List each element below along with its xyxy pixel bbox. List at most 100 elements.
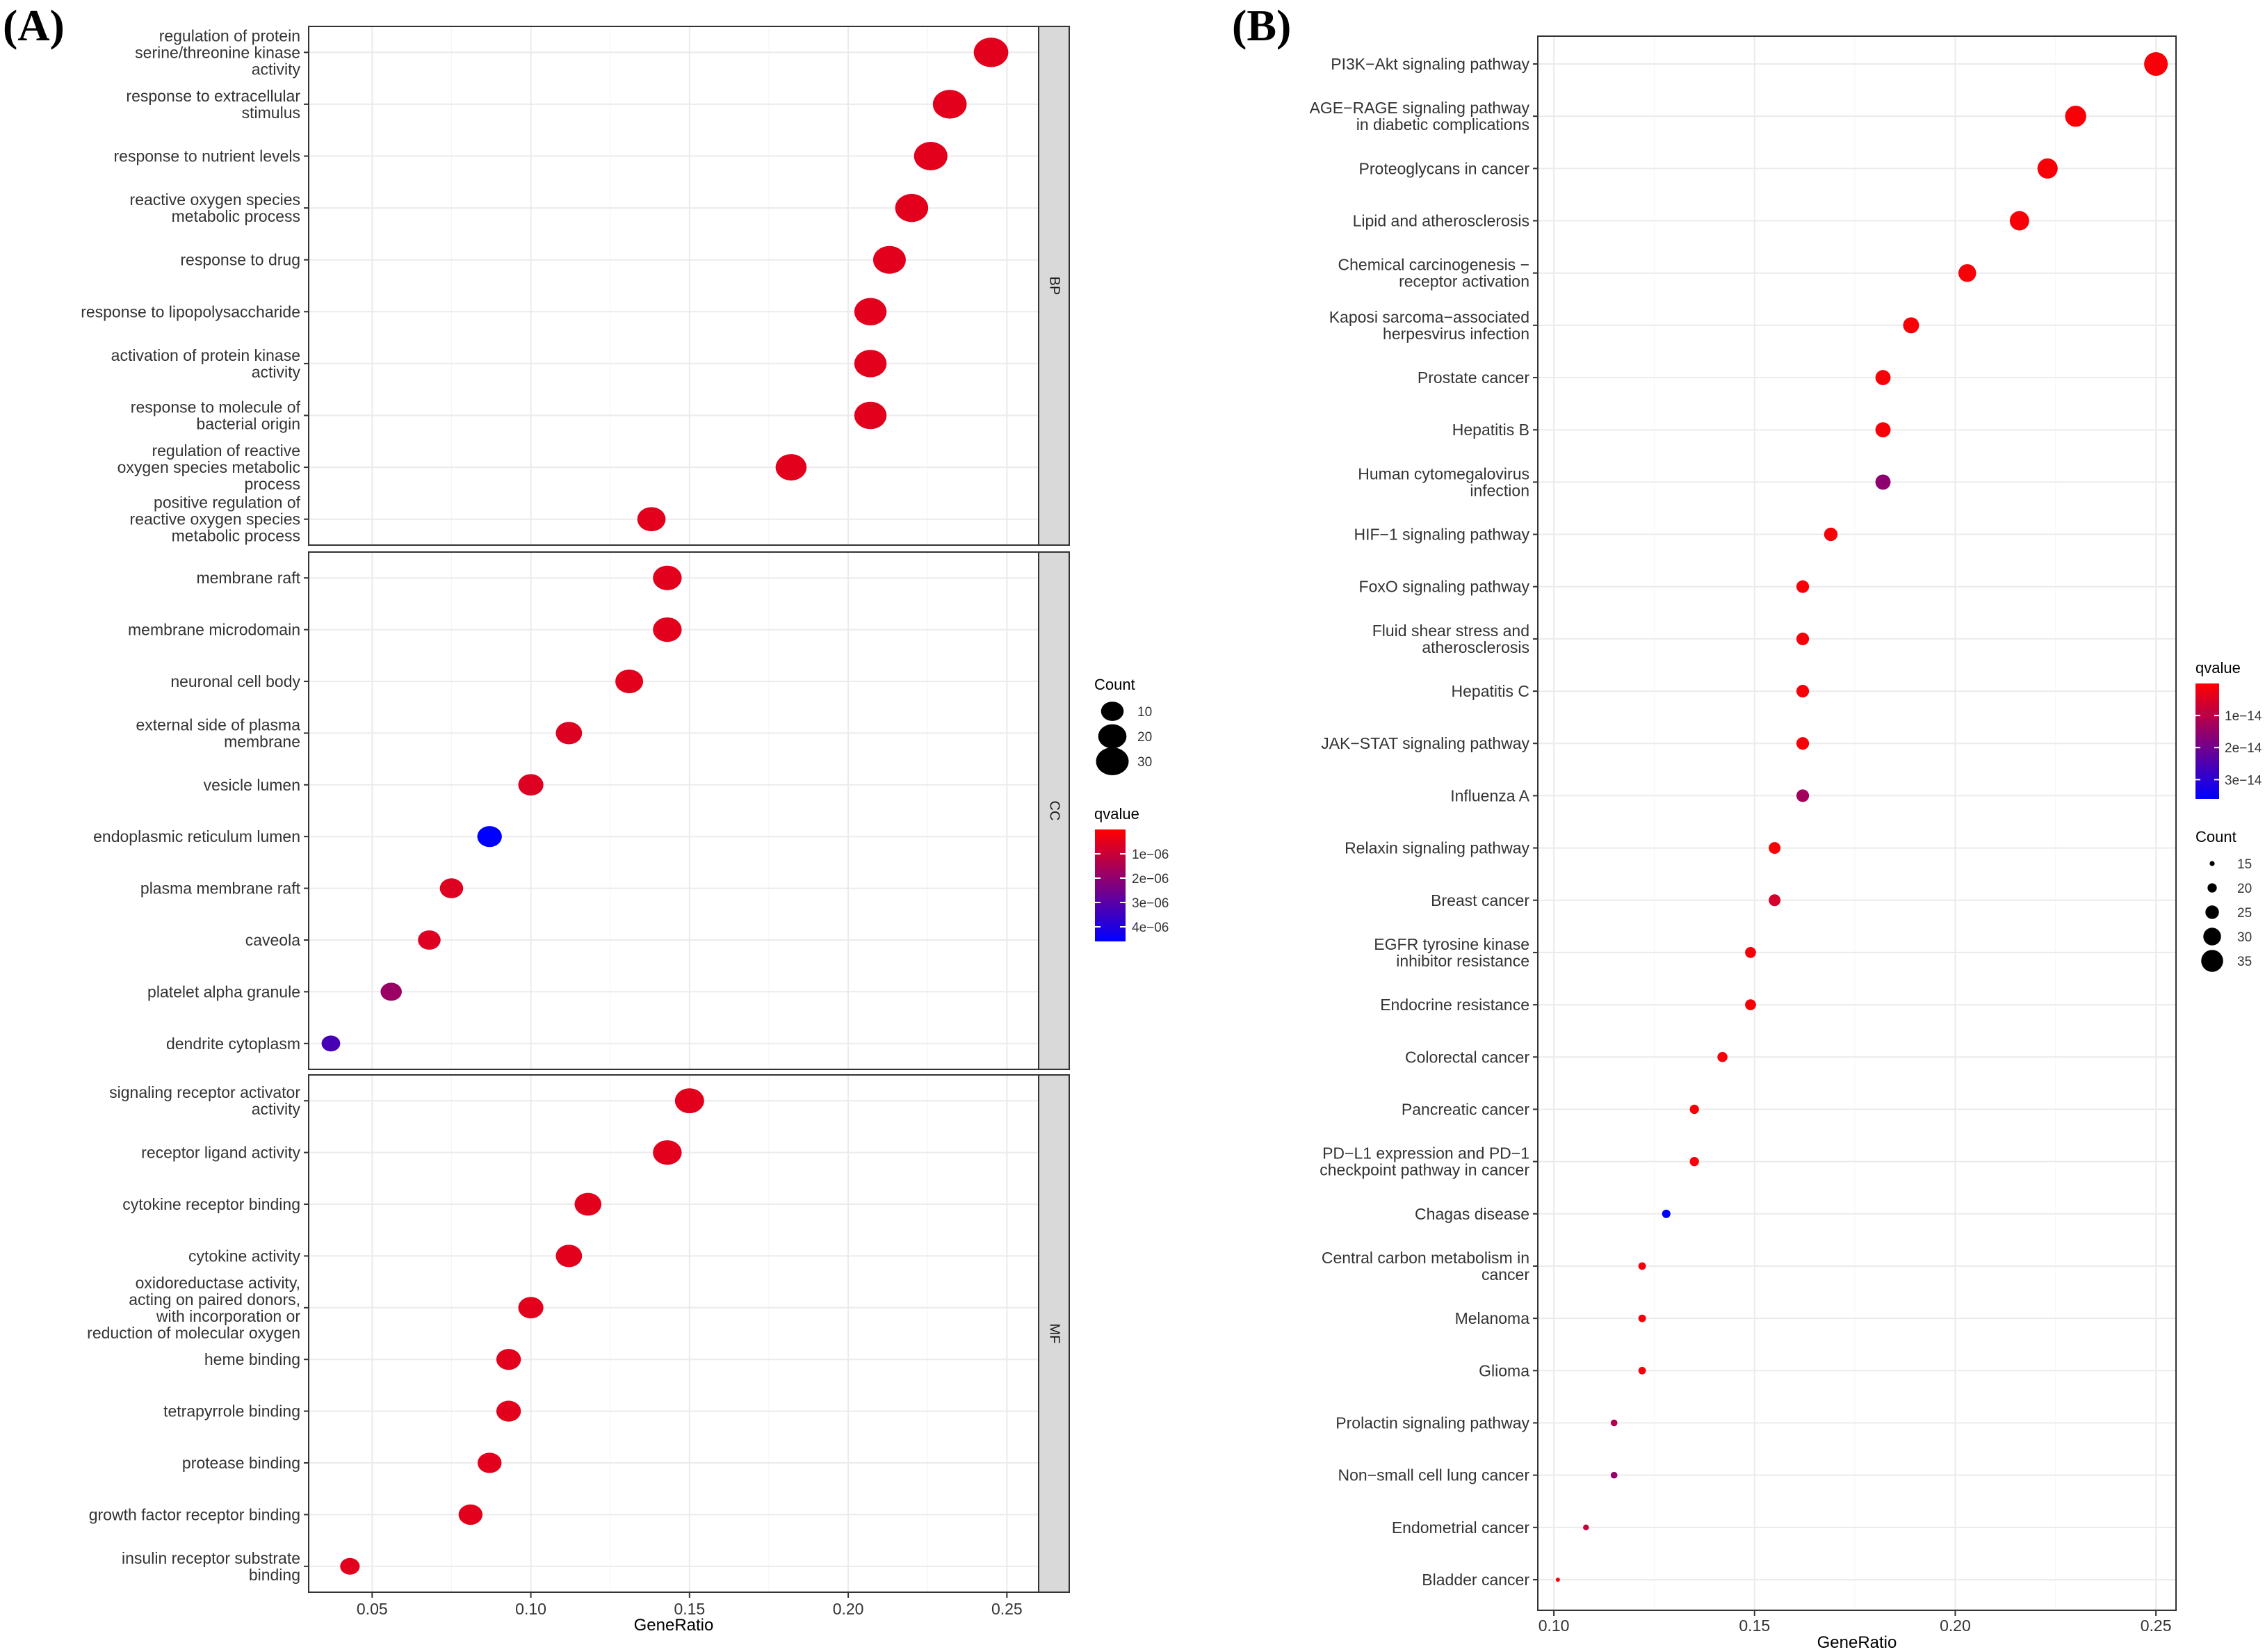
term-label-cc-7: caveola: [245, 931, 300, 949]
dot-kegg-15: [1769, 842, 1781, 855]
qvalue-legend-title: qvalue: [2195, 659, 2241, 677]
dot-kegg-23: [1638, 1262, 1646, 1270]
term-label-kegg-4: Chemical carcinogenesis − receptor activa…: [1338, 256, 1530, 291]
facet-BP-background: [309, 26, 1039, 545]
dot-bp-4: [872, 245, 906, 274]
term-label-bp-3: reactive oxygen species metabolic process: [130, 191, 300, 225]
dot-kegg-0: [2144, 52, 2168, 76]
term-label-mf-4: oxidoreductase activity, acting on paired…: [87, 1274, 300, 1342]
count-legend-label: 15: [2237, 857, 2252, 872]
dot-mf-8: [458, 1504, 483, 1525]
qvalue-tick-label: 3e−14: [2225, 773, 2262, 788]
term-label-bp-9: positive regulation of reactive oxygen sp…: [130, 494, 301, 545]
count-legend-label: 35: [2237, 955, 2252, 969]
term-label-kegg-1: AGE−RAGE signaling pathway in diabetic co…: [1310, 99, 1530, 133]
term-label-kegg-6: Prostate cancer: [1418, 369, 1529, 387]
term-label-kegg-17: EGFR tyrosine kinase inhibitor resistance: [1374, 935, 1529, 970]
term-label-kegg-0: PI3K−Akt signaling pathway: [1331, 55, 1529, 73]
dot-kegg-4: [1958, 264, 1976, 282]
term-label-kegg-22: Chagas disease: [1415, 1205, 1529, 1223]
term-label-mf-2: cytokine receptor binding: [122, 1195, 300, 1213]
qvalue-colorbar: [1095, 829, 1126, 941]
dot-bp-3: [895, 193, 929, 222]
x-tick-label: 0.25: [991, 1600, 1023, 1618]
count-legend-dot: [1101, 702, 1124, 721]
term-label-bp-4: response to drug: [180, 251, 300, 269]
count-legend-label: 20: [2237, 882, 2252, 896]
term-label-kegg-3: Lipid and atherosclerosis: [1353, 212, 1529, 230]
term-label-kegg-13: JAK−STAT signaling pathway: [1321, 734, 1529, 752]
dot-cc-9: [321, 1035, 341, 1052]
term-label-kegg-29: Bladder cancer: [1422, 1571, 1529, 1589]
dot-cc-2: [615, 669, 644, 694]
count-legend-dot: [2205, 905, 2219, 919]
term-label-mf-7: protease binding: [182, 1454, 300, 1472]
dot-cc-0: [653, 565, 682, 590]
term-label-cc-3: external side of plasma membrane: [136, 715, 300, 750]
x-tick-label: 0.15: [1739, 1617, 1770, 1635]
dot-kegg-19: [1717, 1052, 1728, 1062]
qvalue-tick-label: 1e−14: [2225, 709, 2262, 724]
count-legend-label: 30: [2237, 930, 2252, 945]
dot-kegg-24: [1638, 1314, 1646, 1322]
dot-kegg-6: [1875, 370, 1891, 385]
dot-bp-9: [637, 507, 666, 532]
term-label-mf-6: tetrapyrrole binding: [163, 1402, 300, 1420]
count-legend-title: Count: [1094, 676, 1135, 693]
term-label-kegg-20: Pancreatic cancer: [1402, 1100, 1529, 1118]
dot-cc-7: [418, 930, 441, 950]
dot-kegg-16: [1769, 894, 1781, 907]
count-legend-label: 20: [1137, 730, 1152, 745]
term-label-bp-2: response to nutrient levels: [114, 147, 301, 165]
x-axis-title: GeneRatio: [634, 1616, 714, 1635]
qvalue-tick-label: 3e−06: [1132, 896, 1169, 911]
dot-cc-1: [653, 617, 682, 642]
facet-strip-label-MF: MF: [1047, 1324, 1062, 1344]
dot-kegg-25: [1638, 1366, 1646, 1375]
term-label-mf-0: signaling receptor activator activity: [109, 1083, 300, 1118]
dot-bp-2: [914, 142, 948, 170]
count-legend-dot: [2207, 883, 2217, 893]
dot-mf-6: [496, 1400, 521, 1422]
dot-cc-5: [477, 826, 502, 848]
dot-mf-1: [653, 1140, 682, 1165]
term-label-cc-5: endoplasmic reticulum lumen: [93, 827, 300, 845]
dot-mf-3: [555, 1245, 583, 1268]
dot-kegg-10: [1796, 580, 1810, 593]
term-label-kegg-5: Kaposi sarcoma−associated herpesvirus inf…: [1329, 308, 1529, 343]
panel-label-b: (B): [1232, 1, 1291, 50]
panel-b-border: [1537, 35, 2177, 1611]
term-label-kegg-8: Human cytomegalovirus infection: [1358, 464, 1529, 499]
x-tick-label: 0.15: [674, 1600, 705, 1618]
x-tick-label: 0.10: [515, 1600, 546, 1618]
dot-bp-0: [973, 38, 1009, 67]
term-label-kegg-24: Melanoma: [1455, 1309, 1530, 1327]
panel-a-dotplot: regulation of protein serine/threonine ki…: [81, 26, 1070, 1635]
dot-kegg-20: [1689, 1104, 1699, 1115]
dot-bp-5: [854, 298, 887, 326]
dot-kegg-29: [1555, 1578, 1560, 1582]
x-tick-label: 0.10: [1539, 1617, 1570, 1635]
term-label-kegg-23: Central carbon metabolism in cancer: [1322, 1249, 1529, 1283]
qvalue-legend-title: qvalue: [1094, 805, 1139, 823]
count-legend-dot: [2203, 928, 2221, 946]
dot-kegg-11: [1796, 632, 1810, 645]
count-legend-label: 25: [2237, 906, 2252, 921]
dot-kegg-27: [1610, 1471, 1618, 1479]
term-label-kegg-15: Relaxin signaling pathway: [1345, 839, 1529, 857]
dot-kegg-21: [1689, 1156, 1699, 1167]
count-legend-title: Count: [2195, 828, 2236, 845]
qvalue-tick-label: 4e−06: [1132, 921, 1169, 935]
term-label-mf-1: receptor ligand activity: [141, 1144, 300, 1162]
term-label-kegg-25: Glioma: [1479, 1361, 1529, 1379]
count-legend-dot: [2201, 950, 2223, 972]
dot-kegg-7: [1875, 422, 1891, 438]
term-label-cc-2: neuronal cell body: [170, 672, 300, 690]
qvalue-tick-label: 2e−14: [2225, 741, 2262, 756]
dot-cc-3: [555, 722, 583, 745]
facet-strip-label-CC: CC: [1047, 801, 1062, 821]
dot-kegg-2: [2037, 158, 2058, 179]
x-tick-label: 0.05: [357, 1600, 388, 1618]
